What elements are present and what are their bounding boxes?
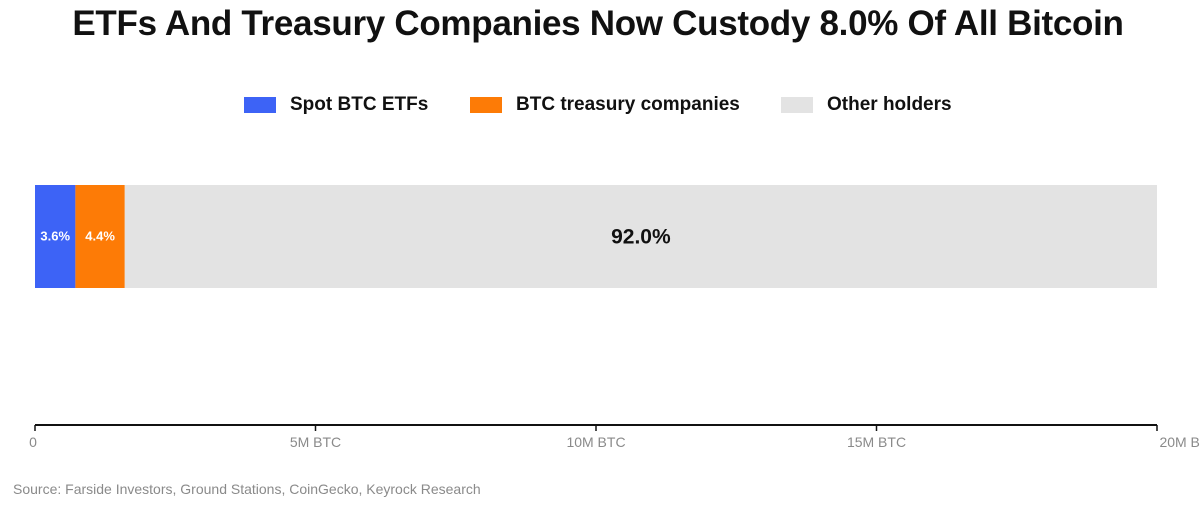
legend-swatch-btc-treasury-companies	[470, 97, 502, 113]
x-tick-label-3: 15M BTC	[847, 434, 906, 450]
x-tick-label-0: 0	[29, 434, 37, 450]
legend-swatch-other-holders	[781, 97, 813, 113]
chart-legend: Spot BTC ETFs BTC treasury companies Oth…	[0, 92, 1200, 118]
data-label-spot-btc-etfs: 3.6%	[40, 229, 70, 244]
legend-label-btc-treasury-companies: BTC treasury companies	[516, 94, 740, 115]
legend-item-btc-treasury-companies: BTC treasury companies	[470, 92, 740, 118]
bar-segment-btc-treasury-companies	[75, 185, 125, 288]
legend-label-spot-btc-etfs: Spot BTC ETFs	[290, 94, 429, 115]
legend-swatch-spot-btc-etfs	[244, 97, 276, 113]
data-label-btc-treasury-companies: 4.4%	[85, 229, 115, 244]
x-tick-label-4: 20M BTC	[1159, 434, 1200, 450]
source-note: Source: Farside Investors, Ground Statio…	[13, 481, 481, 497]
legend-item-spot-btc-etfs: Spot BTC ETFs	[244, 92, 428, 118]
chart-title: ETFs And Treasury Companies Now Custody …	[72, 4, 1124, 43]
bar-segment-other-holders	[124, 185, 1157, 288]
x-tick-label-2: 10M BTC	[566, 434, 625, 450]
x-tick-label-1: 5M BTC	[290, 434, 341, 450]
bar-segment-spot-btc-etfs	[35, 185, 76, 288]
data-label-other-holders: 92.0%	[611, 226, 671, 249]
legend-item-other-holders: Other holders	[781, 92, 952, 118]
legend-label-other-holders: Other holders	[827, 94, 952, 115]
